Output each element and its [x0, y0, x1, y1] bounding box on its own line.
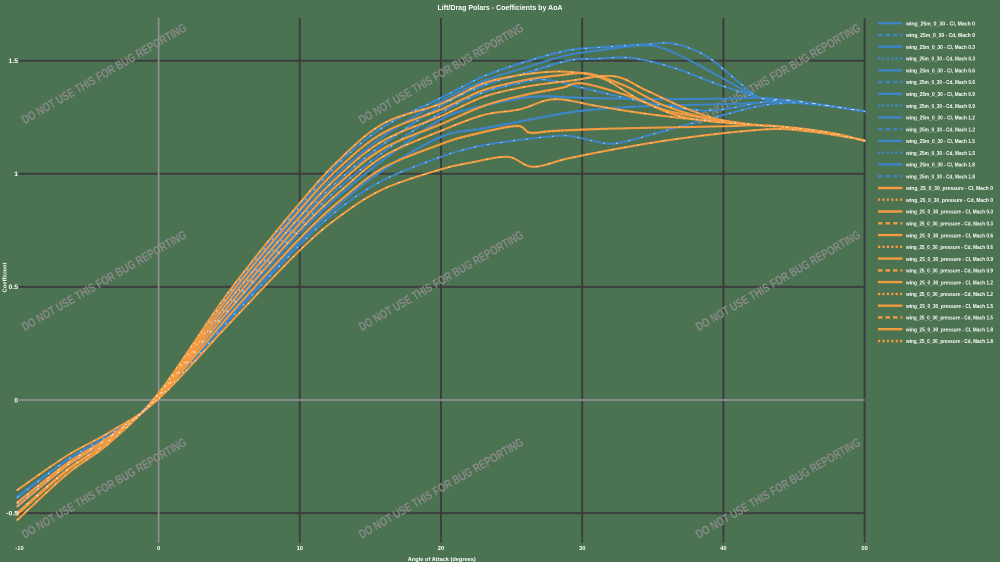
svg-text:wing_25m_0_30 - Cl, Mach 1.2: wing_25m_0_30 - Cl, Mach 1.2: [905, 116, 975, 122]
svg-text:0: 0: [157, 546, 160, 552]
svg-text:wing_25m_0_30 - Cl, Mach 1.5: wing_25m_0_30 - Cl, Mach 1.5: [905, 139, 975, 145]
svg-text:30: 30: [579, 546, 585, 552]
svg-text:wing_25m_0_30 - Cd, Mach 1.2: wing_25m_0_30 - Cd, Mach 1.2: [905, 127, 975, 133]
svg-text:0.5: 0.5: [9, 284, 19, 291]
svg-text:wing_25m_0_30 - Cl, Mach 0: wing_25m_0_30 - Cl, Mach 0: [905, 21, 975, 27]
svg-text:wing_25_0_30_pressure - Cl, Ma: wing_25_0_30_pressure - Cl, Mach 0: [905, 186, 993, 192]
svg-text:1: 1: [14, 171, 18, 178]
svg-text:wing_25_0_30_pressure - Cd, Ma: wing_25_0_30_pressure - Cd, Mach 0.9: [905, 269, 993, 275]
svg-text:wing_25m_0_30 - Cd, Mach 0.3: wing_25m_0_30 - Cd, Mach 0.3: [905, 57, 975, 63]
svg-text:-0.5: -0.5: [6, 510, 18, 517]
svg-text:wing_25_0_30_pressure - Cl, Ma: wing_25_0_30_pressure - Cl, Mach 0.3: [905, 210, 993, 216]
svg-text:wing_25_0_30_pressure - Cl, Ma: wing_25_0_30_pressure - Cl, Mach 0.9: [905, 257, 993, 263]
svg-text:Lift/Drag Polars - Coefficient: Lift/Drag Polars - Coefficients by AoA: [438, 3, 563, 12]
svg-text:-10: -10: [15, 546, 23, 552]
svg-text:wing_25_0_30_pressure - Cd, Ma: wing_25_0_30_pressure - Cd, Mach 0: [905, 198, 993, 204]
svg-text:50: 50: [861, 546, 867, 552]
svg-text:wing_25_0_30_pressure - Cl, Ma: wing_25_0_30_pressure - Cl, Mach 0.6: [905, 233, 993, 239]
svg-text:wing_25m_0_30 - Cl, Mach 0.6: wing_25m_0_30 - Cl, Mach 0.6: [905, 69, 975, 75]
svg-text:20: 20: [438, 546, 444, 552]
svg-text:Coefficient: Coefficient: [3, 262, 9, 292]
svg-text:wing_25m_0_30 - Cd, Mach 0.9: wing_25m_0_30 - Cd, Mach 0.9: [905, 104, 975, 110]
svg-text:wing_25_0_30_pressure - Cd, Ma: wing_25_0_30_pressure - Cd, Mach 0.3: [905, 222, 993, 228]
svg-text:wing_25m_0_30 - Cd, Mach 1.8: wing_25m_0_30 - Cd, Mach 1.8: [905, 174, 975, 180]
svg-text:wing_25m_0_30 - Cd, Mach 0: wing_25m_0_30 - Cd, Mach 0: [905, 33, 975, 39]
svg-text:1.5: 1.5: [9, 58, 19, 65]
svg-text:wing_25m_0_30 - Cl, Mach 0.3: wing_25m_0_30 - Cl, Mach 0.3: [905, 45, 975, 51]
svg-text:10: 10: [297, 546, 303, 552]
svg-text:wing_25_0_30_pressure - Cd, Ma: wing_25_0_30_pressure - Cd, Mach 1.2: [905, 292, 993, 298]
svg-text:wing_25_0_30_pressure - Cd, Ma: wing_25_0_30_pressure - Cd, Mach 0.6: [905, 245, 993, 251]
svg-text:wing_25m_0_30 - Cl, Mach 0.9: wing_25m_0_30 - Cl, Mach 0.9: [905, 92, 975, 98]
svg-text:wing_25m_0_30 - Cd, Mach 1.5: wing_25m_0_30 - Cd, Mach 1.5: [905, 151, 975, 157]
svg-text:wing_25_0_30_pressure - Cl, Ma: wing_25_0_30_pressure - Cl, Mach 1.2: [905, 280, 993, 286]
svg-text:wing_25_0_30_pressure - Cd, Ma: wing_25_0_30_pressure - Cd, Mach 1.5: [905, 316, 993, 322]
svg-text:wing_25_0_30_pressure - Cl, Ma: wing_25_0_30_pressure - Cl, Mach 1.5: [905, 304, 993, 310]
svg-text:wing_25m_0_30 - Cd, Mach 0.6: wing_25m_0_30 - Cd, Mach 0.6: [905, 80, 975, 86]
svg-text:Angle of Attack (degrees): Angle of Attack (degrees): [408, 557, 476, 562]
svg-text:wing_25_0_30_pressure - Cd, Ma: wing_25_0_30_pressure - Cd, Mach 1.8: [905, 339, 993, 345]
svg-text:0: 0: [14, 397, 18, 404]
svg-text:40: 40: [720, 546, 726, 552]
svg-text:wing_25m_0_30 - Cl, Mach 1.8: wing_25m_0_30 - Cl, Mach 1.8: [905, 163, 975, 169]
svg-text:wing_25_0_30_pressure - Cl, Ma: wing_25_0_30_pressure - Cl, Mach 1.8: [905, 327, 993, 333]
